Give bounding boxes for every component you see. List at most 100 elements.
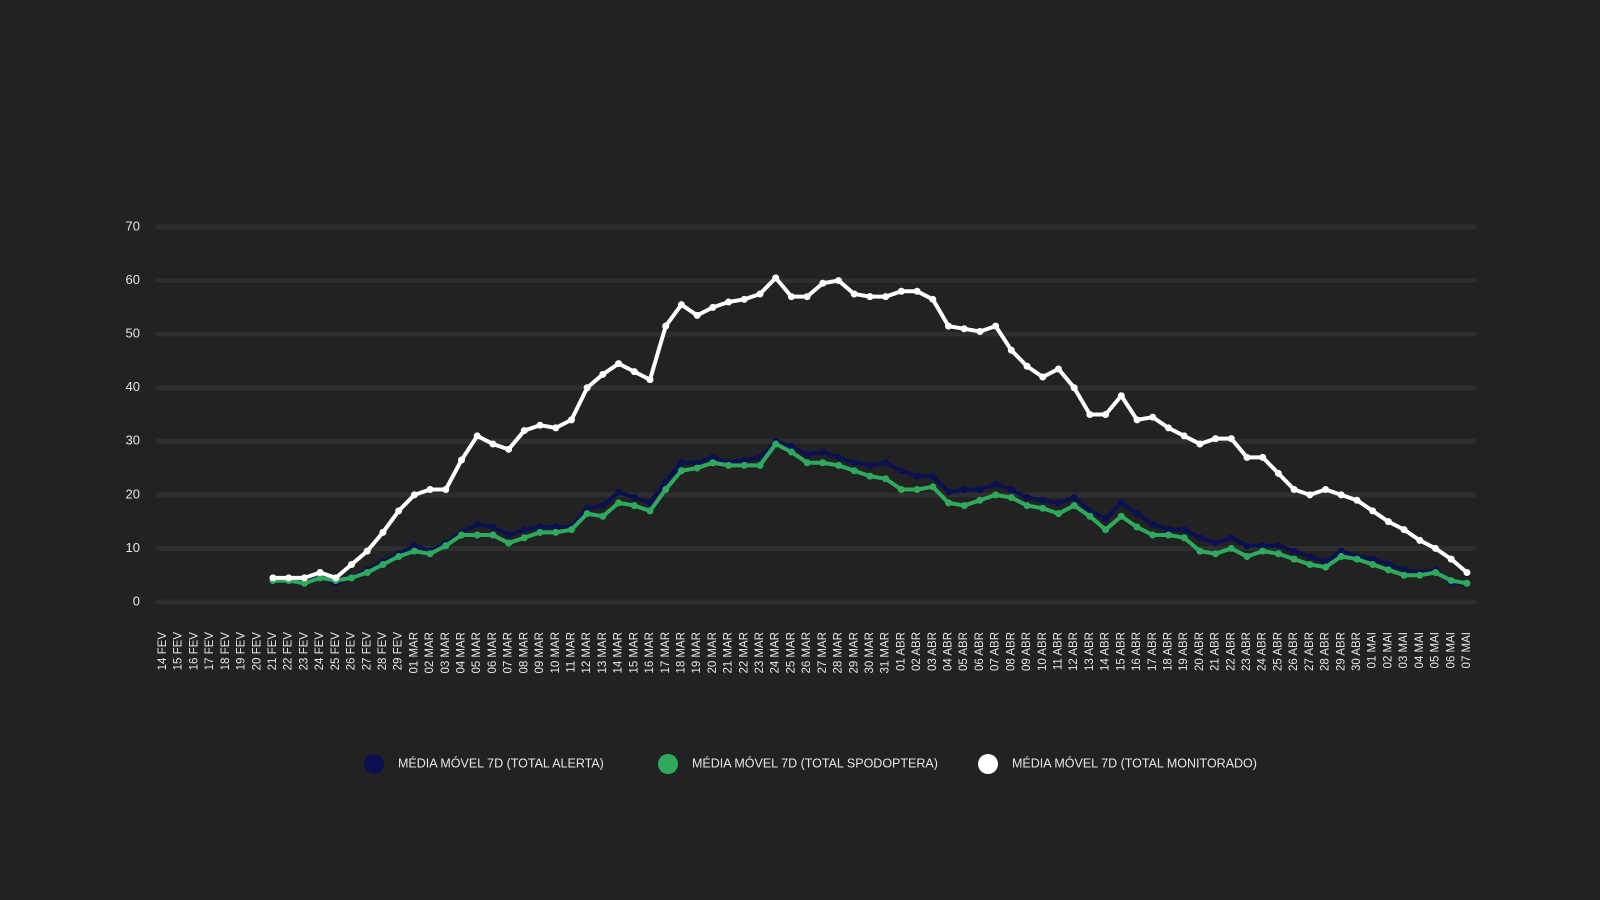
x-tick-label: 29 FEV (393, 632, 405, 671)
series-point (1337, 552, 1345, 560)
series-point (976, 486, 984, 493)
series-point (1039, 496, 1047, 504)
series-point (1117, 392, 1125, 400)
x-tick-label: 27 FEV (361, 632, 373, 671)
series-point (1164, 526, 1172, 534)
series-point (552, 424, 560, 432)
y-tick-label: 10 (126, 540, 140, 555)
series-point (395, 552, 403, 560)
series-point (992, 480, 1000, 488)
series-point (630, 494, 638, 502)
series-point (913, 287, 921, 295)
x-tick-label: 30 ABR (1351, 632, 1363, 671)
series-point (379, 561, 387, 568)
series-point (740, 295, 748, 303)
x-tick-label: 28 FEV (377, 632, 389, 671)
x-tick-label: 08 ABR (1005, 632, 1017, 671)
series-point (348, 574, 356, 582)
x-tick-label: 09 ABR (1021, 632, 1033, 671)
y-tick-label: 50 (126, 326, 140, 341)
series-point (1023, 494, 1031, 502)
series-point (379, 528, 387, 536)
series-point (1337, 491, 1345, 499)
x-tick-label: 25 FEV (330, 632, 342, 671)
x-tick-label: 14 MAR (613, 632, 625, 674)
series-point (929, 472, 937, 480)
x-tick-label: 04 MAR (456, 632, 468, 674)
x-tick-label: 16 MAR (644, 632, 656, 674)
x-tick-label: 28 MAR (833, 632, 845, 674)
series-point (1149, 531, 1157, 539)
series-point (1039, 504, 1047, 512)
x-tick-label: 13 MAR (597, 632, 609, 674)
x-tick-label: 11 ABR (1053, 632, 1065, 670)
x-tick-label: 12 ABR (1068, 632, 1080, 671)
x-tick-label: 21 MAR (723, 632, 735, 674)
series-point (960, 486, 968, 493)
x-tick-label: 26 FEV (346, 632, 358, 671)
x-tick-label: 29 MAR (848, 632, 860, 674)
series-point (1306, 561, 1314, 568)
series-point (1400, 571, 1408, 579)
x-tick-label: 10 ABR (1037, 632, 1049, 671)
series-point (866, 293, 874, 301)
series-point (740, 456, 748, 464)
x-tick-label: 12 MAR (581, 632, 593, 674)
series-point (693, 311, 701, 319)
series-point (709, 303, 717, 311)
series-point (819, 459, 827, 467)
series-point (756, 461, 764, 469)
series-point (992, 491, 1000, 499)
x-tick-label: 05 MAR (471, 632, 483, 674)
legend-swatch (658, 754, 678, 774)
series-point (945, 499, 952, 507)
series-point (1133, 510, 1141, 518)
x-tick-label: 02 MAR (424, 632, 436, 674)
x-tick-label: 04 MAI (1414, 632, 1426, 668)
series-point (756, 453, 764, 461)
series-point (1447, 555, 1455, 563)
series-point (1196, 547, 1204, 555)
series-point (945, 322, 952, 330)
x-tick-label: 22 MAR (738, 632, 750, 674)
series-point (442, 542, 450, 550)
series-point (1322, 563, 1330, 571)
series-point (850, 290, 858, 298)
x-tick-label: 13 ABR (1084, 632, 1096, 671)
series-point (1086, 411, 1094, 418)
y-tick-label: 40 (126, 379, 140, 394)
x-tick-label: 21 FEV (267, 632, 279, 671)
x-tick-label: 18 ABR (1162, 632, 1174, 671)
series-point (1227, 534, 1235, 542)
series-point (1070, 384, 1078, 392)
x-tick-label: 23 ABR (1241, 632, 1253, 671)
series-point (1212, 550, 1220, 558)
series-point (520, 526, 528, 534)
x-tick-label: 26 MAR (801, 632, 813, 674)
x-tick-label: 24 ABR (1257, 632, 1269, 671)
series-point (1290, 486, 1298, 493)
x-tick-label: 18 FEV (220, 632, 232, 671)
series-point (1102, 515, 1110, 523)
series-point (1274, 542, 1282, 550)
series-point (803, 293, 811, 301)
legend-label: MÉDIA MÓVEL 7D (TOTAL MONITORADO) (1012, 755, 1257, 770)
x-tick-label: 03 MAR (440, 632, 452, 674)
series-point (1180, 432, 1188, 440)
series-point (1369, 507, 1377, 515)
y-tick-label: 0 (133, 593, 140, 608)
series-point (1353, 496, 1361, 504)
series-point (410, 547, 418, 555)
legend-swatch (364, 754, 384, 774)
series-point (1384, 566, 1392, 574)
series-point (1102, 526, 1110, 534)
series-point (882, 293, 890, 301)
series-point (646, 507, 654, 515)
series-point (835, 277, 843, 285)
series-point (536, 421, 544, 429)
x-tick-label: 16 ABR (1131, 632, 1143, 671)
series-point (646, 376, 654, 384)
series-point (693, 464, 701, 472)
